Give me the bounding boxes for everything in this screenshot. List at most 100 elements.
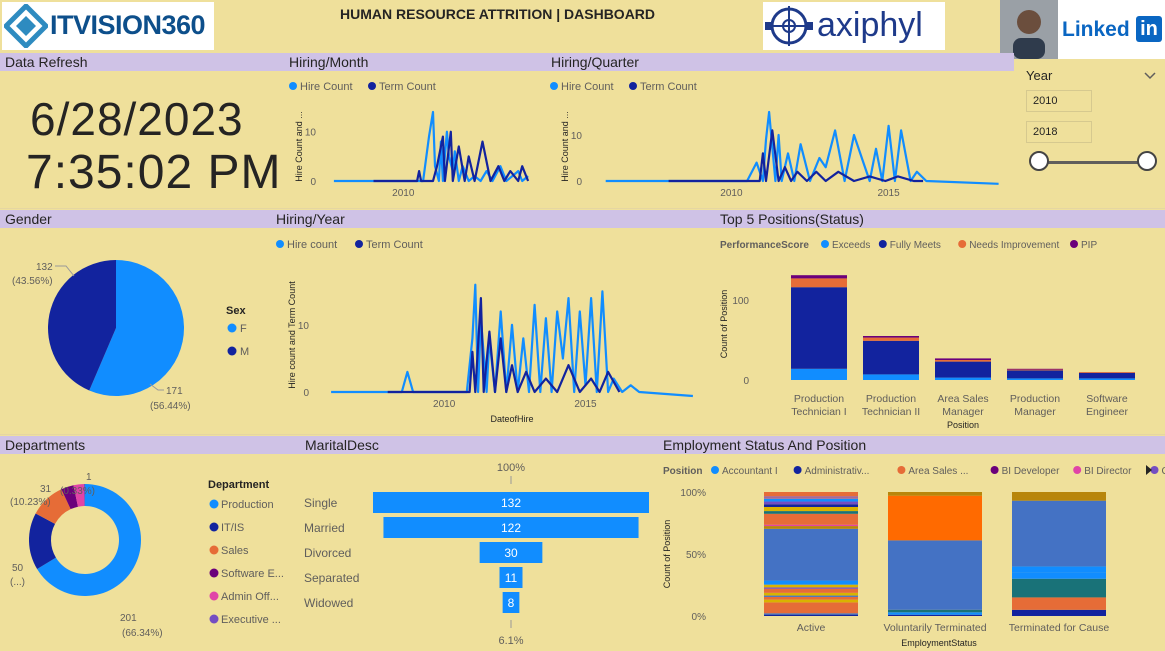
chevron-down-icon[interactable] xyxy=(1144,72,1156,80)
funnel-category-label: Divorced xyxy=(304,546,351,560)
year-to-input[interactable]: 2018 xyxy=(1026,121,1092,143)
hiring-quarter-chart[interactable]: Hire Count Term Count 0 10 2010 2015 Hire Coun… xyxy=(546,72,1014,206)
leader-line xyxy=(55,265,75,277)
legend-label: CIO xyxy=(1162,466,1165,477)
legend-marker xyxy=(821,240,829,248)
x-tick-label: 2010 xyxy=(433,399,456,410)
legend-marker-0 xyxy=(550,82,558,90)
bar-segment xyxy=(764,595,858,597)
y-tick-label: 50% xyxy=(686,550,706,561)
legend-marker xyxy=(958,240,967,248)
legend-label-M: M xyxy=(240,346,249,358)
marital-funnel-chart[interactable]: 100% Single 132 Married 122 Divorced 30 Separat… xyxy=(300,454,658,651)
itvision360-logo: ITVISION360 xyxy=(2,2,214,50)
bar-segment xyxy=(1079,372,1135,379)
year-slicer[interactable]: Year 2010 2018 xyxy=(1014,60,1165,208)
itvision-logo-text: ITVISION360 xyxy=(50,10,206,40)
y-tick-label: 0 xyxy=(743,376,749,387)
legend-label: IT/IS xyxy=(221,522,244,534)
legend-marker xyxy=(711,466,719,474)
legend-marker-1 xyxy=(368,82,376,90)
bar-segment xyxy=(764,496,858,499)
x-tick-label: Production xyxy=(866,393,916,405)
y-tick-label: 10 xyxy=(305,128,317,139)
legend-label: Needs Improvement xyxy=(969,240,1059,251)
funnel-category-label: Widowed xyxy=(304,596,353,610)
data-refresh-title: Data Refresh xyxy=(0,53,284,71)
bar-segment xyxy=(791,368,847,380)
funnel-value-label: 30 xyxy=(504,546,518,560)
year-from-input[interactable]: 2010 xyxy=(1026,90,1092,112)
pie-slice-M xyxy=(48,260,117,391)
hiring-quarter-title: Hiring/Quarter xyxy=(546,53,1014,71)
gender-pie-chart[interactable]: 132 (43.56%) 171 (56.44%) Sex FM xyxy=(0,228,271,432)
year-slider-handle-start[interactable] xyxy=(1029,151,1049,171)
bar-segment xyxy=(764,602,858,614)
axiphyl-logo-text: axiphyl xyxy=(817,6,923,44)
funnel-bottom-label: 6.1% xyxy=(498,635,523,647)
pie-data-label: (56.44%) xyxy=(150,401,191,412)
bar-segment xyxy=(935,361,991,378)
leader-line xyxy=(149,383,164,391)
y-tick-label: 0 xyxy=(310,177,316,188)
legend-label: Exceeds xyxy=(832,240,870,251)
donut-data-label: (10.23%) xyxy=(10,497,51,508)
year-slider-handle-end[interactable] xyxy=(1137,151,1157,171)
bar-segment xyxy=(1012,572,1106,579)
legend-marker xyxy=(209,545,219,555)
legend-label-0: Hire Count xyxy=(561,81,614,93)
gender-title: Gender xyxy=(0,210,271,228)
bar-segment xyxy=(791,278,847,288)
funnel-bar xyxy=(502,592,520,613)
x-tick-label: Production xyxy=(794,393,844,405)
departments-donut-chart[interactable]: 1 (0.33%) 31 (10.23%) 50 (...) 201 (66.34%) Depa… xyxy=(0,454,300,651)
x-tick-label: 2010 xyxy=(720,188,743,199)
y-tick-label: 100 xyxy=(732,296,749,307)
funnel-bar xyxy=(499,567,523,588)
legend-label-0: Hire Count xyxy=(300,81,353,93)
series-line-hire xyxy=(333,110,529,183)
top5-positions-chart[interactable]: PerformanceScore Exceeds Fully Meets Needs … xyxy=(715,228,1165,434)
legend-marker-0 xyxy=(276,240,284,248)
year-slicer-title: Year xyxy=(1026,68,1053,83)
bar-segment xyxy=(764,526,858,529)
bar-segment xyxy=(888,609,982,613)
bar-segment xyxy=(935,377,991,380)
legend-label: Sales xyxy=(221,545,249,557)
bar-segment xyxy=(863,337,919,341)
x-axis-label: DateofHire xyxy=(490,414,533,424)
hiring-year-chart[interactable]: Hire count Term Count 0 10 2010 2015 Hire coun… xyxy=(271,228,715,434)
donut-data-label: 50 xyxy=(12,563,24,574)
bar-segment xyxy=(764,492,858,497)
bar-segment xyxy=(888,612,982,615)
profile-avatar xyxy=(1000,0,1058,59)
funnel-category-label: Separated xyxy=(304,571,359,585)
donut-slice xyxy=(37,484,142,596)
x-tick-label: Manager xyxy=(942,406,984,418)
hiring-month-chart[interactable]: Hire Count Term Count 0 10 2010 Hire Count an… xyxy=(284,72,546,206)
x-tick-label: Technician II xyxy=(862,406,920,418)
bar-segment xyxy=(764,587,858,589)
legend-label: Software E... xyxy=(221,568,284,580)
bar-segment xyxy=(935,360,991,362)
legend-title: PerformanceScore xyxy=(720,240,809,251)
bar-segment xyxy=(1007,378,1063,380)
bar-segment xyxy=(764,614,858,616)
legend-title: Position xyxy=(663,466,702,477)
legend-label-F: F xyxy=(240,323,247,335)
x-tick-label: 2015 xyxy=(574,399,597,410)
employment-status-chart[interactable]: Position Accountant I Administrativ... Area… xyxy=(658,454,1165,651)
bar-segment xyxy=(1007,369,1063,371)
axiphyl-logo: axiphyl xyxy=(763,2,945,50)
funnel-category-label: Single xyxy=(304,496,338,510)
donut-data-label: 1 xyxy=(86,472,92,483)
series-line-hire xyxy=(605,110,999,185)
x-tick-label: 2010 xyxy=(392,188,415,199)
bar-segment xyxy=(863,340,919,375)
y-tick-label: 10 xyxy=(298,321,310,332)
hiring-month-title: Hiring/Month xyxy=(284,53,546,71)
funnel-bar xyxy=(373,492,649,513)
legend-marker-M xyxy=(227,346,237,356)
bar-segment xyxy=(1012,597,1106,610)
legend-title: Sex xyxy=(226,305,246,317)
